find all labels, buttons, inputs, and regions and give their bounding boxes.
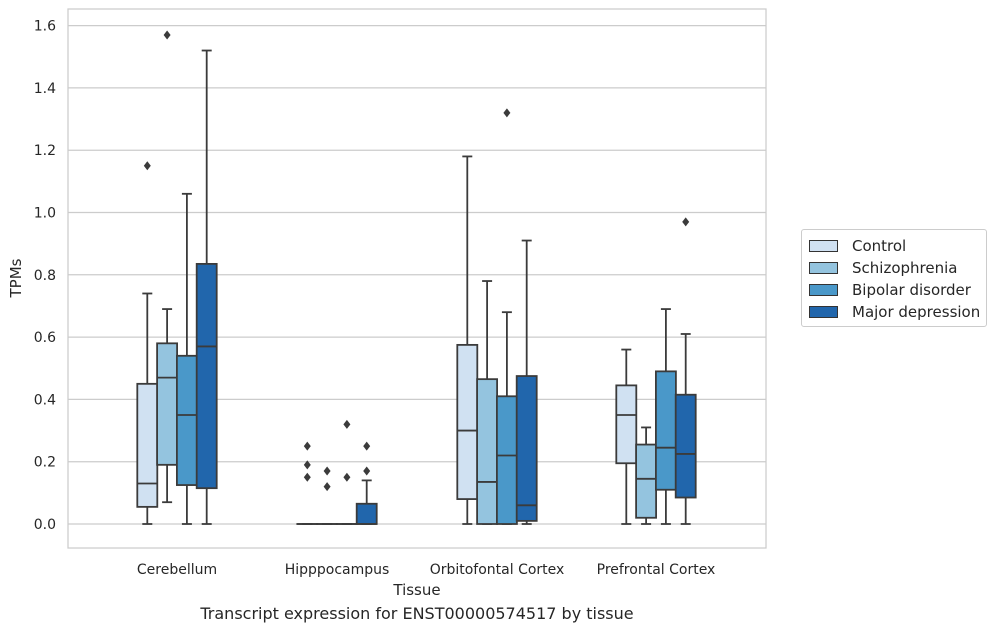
legend-label-bipolar-disorder: Bipolar disorder [852, 281, 971, 299]
box-iqr [195, 262, 218, 490]
box-iqr [655, 370, 677, 491]
legend-swatch-major-depression [809, 306, 838, 318]
y-tick-label: 0.8 [34, 268, 56, 284]
box-bipolar-disorder [495, 108, 518, 525]
box-schizophrenia [476, 280, 499, 525]
plot-area-frame [67, 8, 767, 549]
y-tick-label: 1.0 [34, 206, 56, 222]
y-axis-label: TPMs [7, 258, 25, 298]
box-iqr [515, 375, 538, 522]
legend-item-control: Control [809, 237, 906, 255]
box-iqr [156, 342, 179, 466]
x-tick-label: Orbitofontal Cortex [430, 562, 565, 578]
outlier-point [163, 30, 171, 40]
box-iqr [635, 443, 657, 519]
x-tick-label: Prefrontal Cortex [597, 562, 716, 578]
box-bipolar-disorder [175, 192, 198, 525]
outlier-point [363, 466, 371, 476]
box-iqr [456, 343, 479, 500]
outlier-point [363, 441, 371, 451]
x-tick-label: Hipppocampus [285, 562, 390, 578]
box-control [615, 348, 638, 525]
box-iqr [674, 393, 697, 499]
outlier-point [323, 482, 331, 492]
chart-caption: Transcript expression for ENST0000057451… [200, 604, 634, 623]
outlier-point [303, 472, 311, 482]
box-major-depression [195, 49, 218, 525]
box-iqr [476, 378, 499, 525]
y-tick-label: 1.6 [34, 19, 56, 35]
legend-swatch-bipolar-disorder [809, 284, 838, 296]
outlier-point [323, 466, 331, 476]
legend-swatch-control [809, 240, 838, 252]
outlier-point [682, 217, 690, 227]
box-iqr [615, 384, 638, 465]
y-tick-label: 0.4 [34, 392, 56, 408]
x-axis-label: Tissue [392, 581, 440, 599]
boxes-layer [136, 30, 697, 525]
y-tick-label: 1.2 [34, 143, 56, 159]
box-control [456, 155, 479, 525]
box-major-depression [674, 217, 697, 525]
legend-item-major-depression: Major depression [809, 303, 980, 321]
legend-item-schizophrenia: Schizophrenia [809, 259, 957, 277]
box-major-depression [355, 441, 378, 525]
box-iqr [136, 382, 159, 508]
outlier-point [303, 460, 311, 470]
box-bipolar-disorder [655, 308, 677, 525]
legend-item-bipolar-disorder: Bipolar disorder [809, 281, 971, 299]
legend-swatch-schizophrenia [809, 262, 838, 274]
box-iqr [355, 502, 378, 525]
outlier-point [303, 441, 311, 451]
y-tick-label: 0.0 [34, 517, 56, 533]
y-tick-label: 1.4 [34, 81, 56, 97]
box-schizophrenia [316, 466, 339, 525]
box-iqr [495, 395, 518, 525]
outlier-point [503, 108, 511, 118]
legend-label-major-depression: Major depression [852, 303, 981, 321]
legend: Control Schizophrenia Bipolar disorder M… [801, 229, 987, 327]
outlier-point [143, 161, 151, 171]
legend-label-schizophrenia: Schizophrenia [852, 259, 958, 277]
box-schizophrenia [635, 426, 657, 525]
box-iqr [175, 354, 198, 486]
x-tick-label: Cerebellum [137, 562, 217, 578]
outlier-point [343, 419, 351, 429]
legend-label-control: Control [852, 237, 907, 255]
tick-labels: 0.0 0.2 0.4 0.6 0.8 1.0 1.2 1.4 1.6 Cerebellum Hip… [34, 19, 716, 578]
y-tick-label: 0.6 [34, 330, 56, 346]
box-schizophrenia [156, 30, 179, 504]
outlier-point [343, 472, 351, 482]
box-control [136, 161, 159, 525]
y-tick-label: 0.2 [34, 455, 56, 471]
box-bipolar-disorder [335, 419, 358, 525]
box-major-depression [515, 239, 538, 525]
box-control [296, 441, 319, 525]
